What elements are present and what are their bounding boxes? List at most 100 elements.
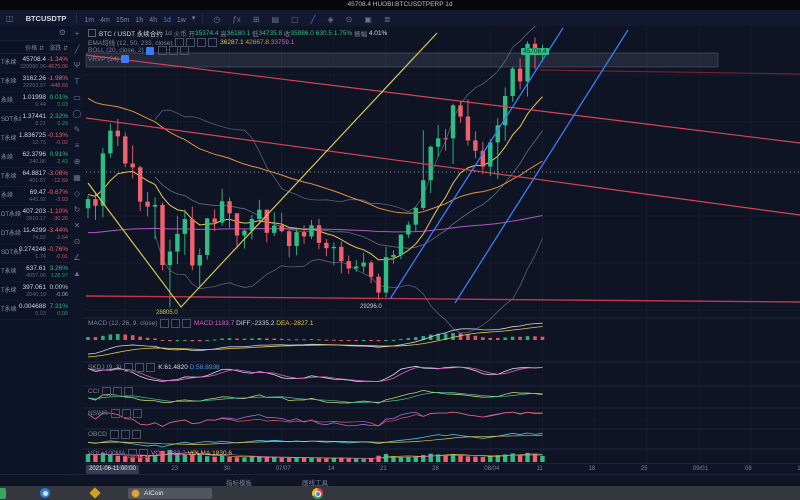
vrvp-label[interactable]: VRVP (24)	[88, 55, 119, 63]
bottom-bar-item-1[interactable]: 指标模板	[226, 480, 252, 487]
watchlist-row[interactable]: 永续 1.01998 6.44 0.01% 0.03	[0, 92, 70, 111]
watchlist-row[interactable]: T永续 637.61 4057.06 3.26% 128.97	[0, 263, 70, 282]
alarm-icon[interactable]: ◷	[213, 15, 221, 24]
fx-indicators-icon[interactable]: ƒx	[232, 15, 241, 24]
trendline-icon[interactable]: ╱	[310, 15, 316, 24]
settings-icon[interactable]	[168, 46, 178, 55]
shape-icon[interactable]: ◇	[73, 189, 81, 198]
low-label-july: 29296.0	[360, 304, 382, 310]
ema-label[interactable]: EMA均线 (12, 50, 233, close)	[88, 40, 173, 47]
candlestick-chart[interactable]	[84, 26, 800, 463]
bottom-bar-item-2[interactable]: 画线工具	[302, 480, 328, 487]
rows-icon[interactable]: ▤	[271, 15, 280, 24]
timeframe-4h[interactable]: 4h	[149, 17, 158, 24]
delete-icon[interactable]	[182, 319, 192, 328]
magnet-icon[interactable]: ⊙	[73, 237, 81, 246]
settings-icon[interactable]	[135, 363, 145, 372]
settings-icon[interactable]	[186, 37, 196, 47]
watchlist-row[interactable]: T永续 397.061 2046.19 0.00% -0.06	[0, 282, 70, 301]
visibility-icon[interactable]	[157, 46, 167, 55]
delete-icon[interactable]	[124, 387, 134, 396]
watchlist-row[interactable]: T永续 3162.26 22203.07 -1.98% -448.60	[0, 73, 70, 92]
list-icon[interactable]: ≡	[74, 141, 80, 150]
visibility-icon[interactable]	[109, 430, 119, 439]
timeframe-1m[interactable]: 1m	[84, 17, 95, 24]
layout-icon[interactable]: ▢	[291, 15, 299, 24]
record-icon[interactable]: ⊙	[345, 15, 353, 24]
timeframe-1h[interactable]: 1h	[135, 17, 144, 24]
watchlist-row[interactable]: T永续 1.836725 12.75 -0.13% -0.02	[0, 130, 70, 149]
settings-icon[interactable]	[113, 387, 123, 396]
timeframe-1w[interactable]: 1w	[176, 17, 186, 24]
settings-icon[interactable]	[171, 319, 181, 328]
boll-badge-icon[interactable]	[145, 46, 154, 55]
ellipse-icon[interactable]: ◯	[72, 109, 82, 118]
delete-icon[interactable]	[131, 430, 141, 439]
panel-toggle-icon[interactable]: ◫	[6, 13, 14, 23]
timeframe-15m[interactable]: 15m	[115, 17, 130, 24]
more-icon[interactable]	[208, 37, 218, 47]
visibility-icon[interactable]	[102, 387, 112, 396]
watchlist-row[interactable]: DT永续 407.203 2810.17 -1.10% -30.26	[0, 206, 70, 225]
watchlist-row[interactable]: 永续 69.47 445.92 -0.67% -3.03	[0, 187, 70, 206]
taskbar-app-icon-blue[interactable]	[40, 488, 50, 498]
settings-icon[interactable]	[120, 430, 130, 439]
obcd-label[interactable]: OBCD	[88, 431, 107, 438]
vol-label[interactable]: VOL+100MA	[88, 450, 126, 457]
timeframe-1d[interactable]: 1d	[163, 17, 171, 24]
timeframe-dropdown[interactable]: ▾	[191, 15, 196, 22]
price-column-header[interactable]: 价格 ⇵	[25, 46, 44, 52]
delete-icon[interactable]	[146, 363, 156, 372]
delete-icon[interactable]: ✕	[73, 221, 81, 230]
timeframe-4m[interactable]: 4m	[100, 17, 110, 24]
delete-icon[interactable]	[179, 46, 189, 55]
fib-icon[interactable]: ⊕	[73, 157, 81, 166]
diamond-icon[interactable]: ◈	[327, 15, 334, 24]
delete-icon[interactable]	[132, 409, 142, 418]
settings-icon[interactable]	[139, 449, 149, 458]
watchlist-row[interactable]: DT永续 11.4299 74.02 -3.44% -2.64	[0, 225, 70, 244]
gear-icon[interactable]: ⚙	[58, 28, 66, 37]
taskbar-app-icon-green[interactable]	[0, 488, 6, 499]
crosshair-icon[interactable]: +	[74, 29, 80, 38]
panel-icon[interactable]: ▣	[364, 15, 372, 24]
taskbar-active-window[interactable]: AICoin	[128, 488, 212, 499]
change-column-header[interactable]: 涨跌 ⇵	[49, 46, 68, 52]
visibility-icon[interactable]	[160, 319, 170, 328]
angle-icon[interactable]: ∠	[73, 253, 81, 262]
nswr-label[interactable]: NSWR	[88, 410, 108, 417]
settings-icon[interactable]	[121, 409, 131, 418]
rect-icon[interactable]: ▭	[73, 93, 81, 102]
delete-icon[interactable]	[197, 37, 207, 47]
grid-icon[interactable]: ▦	[73, 173, 81, 182]
symbol-checkbox[interactable]	[88, 29, 96, 37]
skdj-label[interactable]: SKDJ (9, 3)	[88, 364, 122, 371]
text-icon[interactable]: T	[74, 77, 80, 86]
watchlist-row[interactable]: 永续 62.3796 240.86 0.91% 2.43	[0, 149, 70, 168]
legend-symbol[interactable]: BTC / USDT 永续合约	[99, 31, 163, 38]
template-icon[interactable]: ⊞	[252, 15, 260, 24]
trendline-icon[interactable]: ╱	[74, 45, 80, 54]
undo-icon[interactable]: ↻	[73, 205, 81, 214]
cci-label[interactable]: CCI	[88, 388, 100, 395]
visibility-icon[interactable]	[124, 363, 134, 372]
symbol-button[interactable]: BTCUSDTP	[25, 13, 67, 23]
pencil-icon[interactable]: ✎	[73, 125, 81, 134]
watchlist-row[interactable]: T永续 45708.4 320960.96 -1.34% -4575.06	[0, 54, 70, 73]
macd-label[interactable]: MACD (12, 26, 9, close)	[88, 320, 158, 327]
change-sub-value: 2.43	[57, 159, 68, 165]
chart-area[interactable]: BTC / USDT 永续合约 1d 火币 开 35374.4 高 36180.…	[84, 26, 800, 474]
visibility-icon[interactable]	[128, 449, 138, 458]
chrome-icon[interactable]	[312, 488, 323, 499]
vrvp-badge-icon[interactable]	[120, 55, 129, 63]
menu-icon[interactable]: ≣	[383, 15, 391, 24]
watchlist-row[interactable]: T永续 0.004688 0.03 7.31% 0.00	[0, 301, 70, 320]
marker-icon[interactable]: ▲	[73, 269, 81, 278]
pitchfork-icon[interactable]: Ψ	[73, 61, 81, 70]
boll-label[interactable]: BOLL (20, close, 2)	[88, 47, 144, 54]
visibility-icon[interactable]	[110, 409, 120, 418]
time-axis[interactable]: 2021-06-11 00:00 06/16 23 30 07/07 14 21 28 08/…	[84, 463, 800, 475]
watchlist-row[interactable]: T永续 64.8817 401.87 -3.06% -12.69	[0, 168, 70, 187]
